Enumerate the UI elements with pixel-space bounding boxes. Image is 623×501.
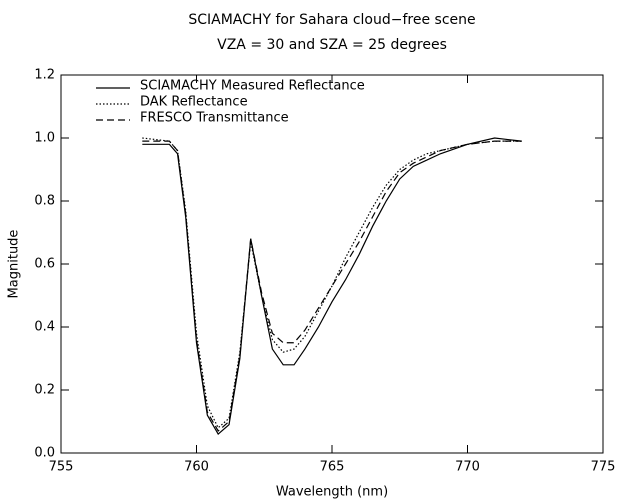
y-tick-label: 1.2 xyxy=(34,68,55,83)
x-tick-label: 770 xyxy=(455,460,480,475)
x-tick-label: 765 xyxy=(320,460,345,475)
x-tick-label: 760 xyxy=(184,460,209,475)
chart-subtitle: VZA = 30 and SZA = 25 degrees xyxy=(217,37,447,53)
chart-title: SCIAMACHY for Sahara cloud−free scene xyxy=(188,12,475,28)
y-tick-label: 0.4 xyxy=(34,320,55,335)
legend-label: DAK Reflectance xyxy=(140,95,248,110)
y-tick-label: 0.2 xyxy=(34,383,55,398)
y-tick-label: 0.8 xyxy=(34,194,55,209)
series-line xyxy=(142,137,522,429)
y-axis-label: Magnitude xyxy=(7,230,22,299)
y-tick-label: 1.0 xyxy=(34,131,55,146)
legend-label: FRESCO Transmittance xyxy=(140,111,289,126)
x-tick-label: 755 xyxy=(49,460,74,475)
y-tick-label: 0.0 xyxy=(34,446,55,461)
y-tick-label: 0.6 xyxy=(34,257,55,272)
x-axis-label: Wavelength (nm) xyxy=(276,485,388,500)
x-tick-label: 775 xyxy=(591,460,616,475)
legend-label: SCIAMACHY Measured Reflectance xyxy=(140,79,365,94)
series-line xyxy=(142,140,522,432)
plot-frame xyxy=(60,74,604,454)
